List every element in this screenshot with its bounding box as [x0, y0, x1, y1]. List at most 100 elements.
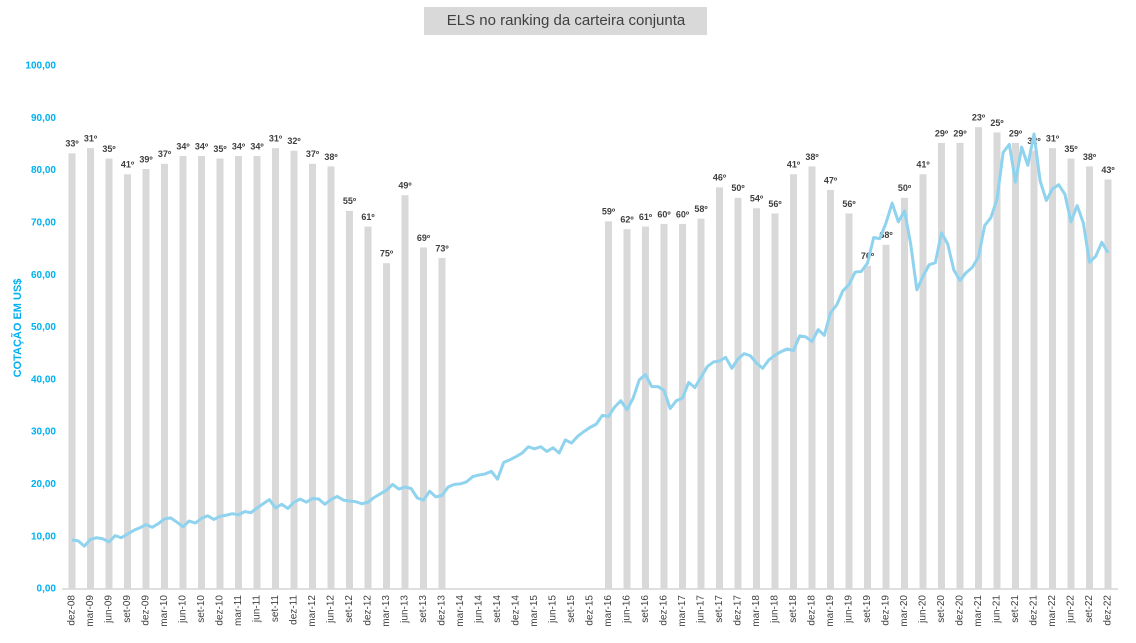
- x-tick-label: set-19: [862, 595, 873, 623]
- rank-label: 35º: [213, 144, 227, 154]
- bar: [716, 187, 723, 589]
- bar: [1086, 166, 1093, 589]
- x-tick-label: jun-12: [326, 595, 337, 624]
- x-tick-label: set-21: [1010, 595, 1021, 623]
- bar: [808, 166, 816, 589]
- x-tick-label: dez-15: [585, 595, 596, 626]
- bar: [235, 155, 242, 589]
- x-tick-label: dez-21: [1029, 595, 1040, 626]
- x-tick-label: dez-12: [363, 595, 374, 626]
- x-tick-label: dez-17: [733, 595, 744, 626]
- rank-label: 58º: [694, 204, 708, 214]
- bar: [198, 155, 205, 589]
- bar: [179, 155, 187, 589]
- x-tick-label: jun-14: [474, 595, 485, 624]
- y-tick-label: 90,00: [31, 113, 56, 124]
- rank-label: 41º: [787, 160, 801, 170]
- rank-label: 41º: [916, 160, 930, 170]
- bar: [975, 127, 982, 589]
- bar: [383, 263, 390, 589]
- x-tick-label: jun-19: [844, 595, 855, 624]
- x-tick-label: mar-20: [899, 595, 910, 627]
- x-tick-label: mar-11: [233, 595, 244, 626]
- x-tick-label: dez-20: [955, 595, 966, 626]
- y-tick-label: 30,00: [31, 427, 56, 438]
- rank-label: 73º: [435, 243, 449, 253]
- bar: [142, 169, 150, 589]
- y-tick-label: 60,00: [31, 270, 56, 281]
- bar: [1049, 148, 1056, 589]
- bar: [87, 148, 94, 589]
- bar: [753, 208, 760, 590]
- rank-label: 35º: [102, 144, 116, 154]
- bar: [290, 150, 298, 589]
- y-tick-label: 0,00: [37, 584, 57, 595]
- rank-label: 38º: [805, 152, 819, 162]
- x-tick-label: dez-14: [511, 595, 522, 626]
- bar: [938, 142, 945, 590]
- rank-label: 54º: [750, 194, 764, 204]
- bar: [697, 218, 705, 589]
- rank-label: 29º: [1009, 128, 1023, 138]
- rank-label: 31º: [1046, 133, 1060, 143]
- x-tick-label: set-16: [640, 595, 651, 623]
- x-tick-label: jun-09: [104, 595, 115, 624]
- rank-label: 75º: [380, 249, 394, 259]
- x-tick-label: mar-10: [159, 595, 170, 627]
- bar: [161, 163, 168, 589]
- x-tick-label: set-18: [788, 595, 799, 623]
- x-tick-label: mar-12: [307, 595, 318, 627]
- chart-title: ELS no ranking da carteira conjunta: [447, 12, 686, 29]
- bar: [216, 158, 224, 590]
- y-tick-label: 100,00: [25, 61, 56, 72]
- rank-label: 32º: [287, 136, 301, 146]
- rank-label: 60º: [676, 209, 690, 219]
- x-tick-label: mar-17: [677, 595, 688, 627]
- x-tick-label: set-20: [936, 595, 947, 623]
- rank-label: 56º: [842, 199, 856, 209]
- bar: [679, 223, 686, 590]
- rank-label: 46º: [713, 173, 727, 183]
- bar: [901, 197, 908, 589]
- rank-label: 49º: [398, 181, 412, 191]
- bar: [605, 221, 612, 589]
- title-box: [424, 7, 707, 35]
- rank-label: 47º: [824, 175, 838, 185]
- y-tick-label: 40,00: [31, 374, 56, 385]
- x-tick-label: jun-17: [696, 595, 707, 624]
- rank-label: 37º: [306, 149, 320, 159]
- rank-label: 31º: [84, 133, 98, 143]
- x-tick-label: set-17: [714, 595, 725, 623]
- x-tick-label: mar-18: [751, 595, 762, 627]
- rank-label: 34º: [176, 141, 190, 151]
- bar: [68, 153, 76, 589]
- rank-label: 50º: [898, 183, 912, 193]
- rank-label: 60º: [657, 209, 671, 219]
- x-tick-label: jun-15: [548, 595, 559, 624]
- bar: [827, 189, 834, 590]
- rank-label: 62º: [620, 215, 634, 225]
- rank-label: 43º: [1101, 165, 1115, 175]
- x-tick-label: jun-16: [622, 595, 633, 624]
- y-tick-label: 70,00: [31, 218, 56, 229]
- rank-label: 61º: [361, 212, 375, 222]
- bar: [660, 223, 668, 590]
- bar: [1030, 150, 1038, 589]
- x-tick-label: jun-11: [252, 595, 263, 623]
- rank-label: 59º: [602, 207, 616, 217]
- x-tick-label: set-14: [492, 595, 503, 623]
- x-tick-label: set-11: [270, 595, 281, 622]
- rank-label: 34º: [250, 141, 264, 151]
- rank-label: 34º: [195, 141, 209, 151]
- x-tick-label: set-15: [566, 595, 577, 623]
- rank-label: 25º: [990, 118, 1004, 128]
- x-tick-label: dez-08: [67, 595, 78, 626]
- y-tick-label: 20,00: [31, 479, 56, 490]
- rank-label: 38º: [1083, 152, 1097, 162]
- bar: [364, 226, 372, 589]
- bar: [882, 244, 890, 589]
- rank-label: 29º: [935, 128, 949, 138]
- rank-label: 41º: [121, 160, 135, 170]
- bar: [309, 163, 316, 589]
- x-tick-label: set-13: [418, 595, 429, 623]
